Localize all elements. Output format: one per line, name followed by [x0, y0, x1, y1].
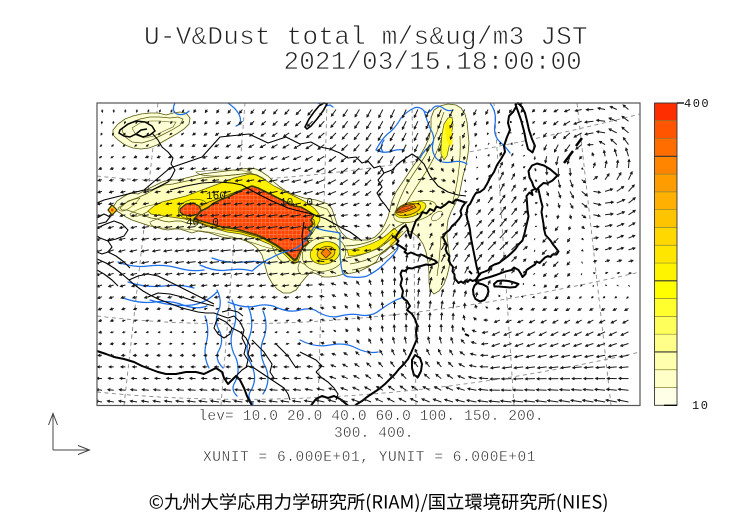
svg-text:10: 10 [692, 399, 709, 413]
svg-text:2021/03/15.18:00:00: 2021/03/15.18:00:00 [284, 47, 582, 77]
svg-text:U-V&Dust total m/s&ug/m3 JST: U-V&Dust total m/s&ug/m3 JST [144, 22, 588, 52]
svg-text:XUNIT = 6.000E+01, YUNIT = 6.0: XUNIT = 6.000E+01, YUNIT = 6.000E+01 [203, 450, 536, 466]
svg-text:lev= 10.0 20.0 40.0 60.0 100.: lev= 10.0 20.0 40.0 60.0 100. 150. 200. [199, 409, 544, 425]
svg-text:160.: 160. [206, 191, 232, 203]
svg-text:400: 400 [684, 97, 710, 111]
svg-text:300. 400.: 300. 400. [334, 426, 414, 442]
svg-text:40. 0: 40. 0 [186, 218, 219, 230]
